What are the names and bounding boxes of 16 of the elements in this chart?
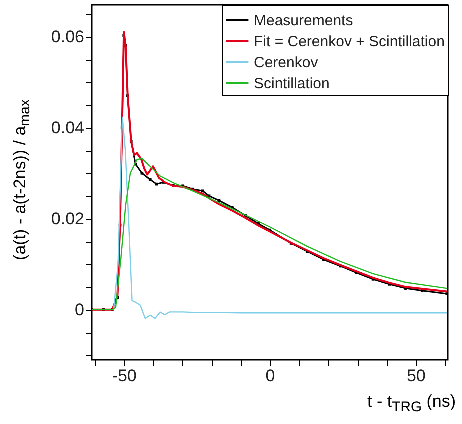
point — [201, 190, 204, 193]
legend-label: Scintillation — [254, 76, 330, 92]
x-tick-label: 50 — [406, 366, 426, 386]
y-tick-label: 0.04 — [51, 118, 84, 138]
y-tick-label: 0.02 — [51, 209, 84, 228]
y-tick-label: 0 — [75, 300, 84, 320]
point — [140, 172, 144, 175]
x-tick-label: -50 — [112, 366, 137, 386]
x-tick-label: 0 — [266, 366, 276, 386]
legend-label: Cerenkov — [254, 54, 319, 72]
legend-label: Measurements — [254, 12, 354, 30]
x-axis-title: t - t$_{TRG}$ (ns) — [368, 392, 456, 416]
line-series — [92, 158, 448, 311]
point — [148, 178, 152, 182]
legend-label: Fit = Cerenkov + Scintillation — [254, 34, 445, 50]
y-tick-label: 0.06 — [51, 27, 84, 46]
